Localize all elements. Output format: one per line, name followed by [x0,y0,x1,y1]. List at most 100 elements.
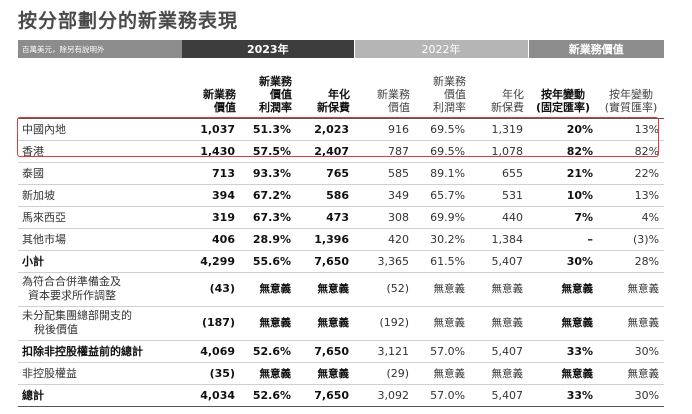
table-row: 泰國 713 93.3% 765 585 89.1% 655 21% 22% [18,162,665,185]
cell: 3,365 [354,249,415,273]
cell: 無意義 [528,272,599,307]
table-row: 為符合合併準備金及 資本要求所作調整 (43) 無意義 無意義 (52) 無意義 … [18,272,665,307]
cell: 57.5% [240,140,296,163]
cell: 7,650 [296,339,355,363]
cell: (43) [182,272,240,307]
cell: 3,092 [354,383,415,407]
cell: 30% [528,249,599,273]
row-label: 未分配集團總部開支的 稅後價值 [18,306,182,341]
cell: 67.2% [240,184,296,207]
header-blank [18,58,182,119]
cell: 65.7% [414,184,471,207]
cell: 21% [528,162,599,185]
cell: 89.1% [414,162,471,185]
table-row: 香港 1,430 57.5% 2,407 787 69.5% 1,078 82%… [18,140,665,163]
col-header: 新業務 價值 [354,58,415,119]
cell: 7% [528,206,599,229]
row-label: 其他市場 [18,228,182,251]
cell: 82% [528,140,599,163]
table-row-total-before-nci: 扣除非控股權益前的總計 4,069 52.6% 7,650 3,121 57.0… [18,339,665,363]
cell: 2,023 [296,118,355,141]
row-label: 香港 [18,140,182,163]
cell: 無意義 [528,306,599,341]
cell: 4% [598,206,665,229]
cell: 67.3% [240,206,296,229]
cell: 69.5% [414,140,471,163]
cell: 30.2% [414,228,471,251]
cell: 無意義 [470,362,529,385]
col-header: 年化 新保費 [470,58,529,119]
col-header: 按年變動 (實質匯率) [598,58,665,119]
col-header: 新業務 價值 利潤率 [240,58,296,119]
group-header-row: 百萬美元，除另有說明外 2023年 2022年 新業務價值 [18,40,665,58]
cell: 30% [598,339,665,363]
cell: 69.5% [414,118,471,141]
cell: (3)% [598,228,665,251]
cell: 30% [598,383,665,407]
table-row: 新加坡 394 67.2% 586 349 65.7% 531 10% 13% [18,184,665,207]
cell: 28.9% [240,228,296,251]
cell: 319 [182,206,240,229]
cell: 無意義 [598,272,665,307]
cell: 22% [598,162,665,185]
cell: 無意義 [598,306,665,341]
cell: 1,430 [182,140,240,163]
cell: 13% [598,118,665,141]
cell: (192) [354,306,415,341]
cell: 57.0% [414,383,471,407]
cell: 5,407 [470,339,529,363]
cell: 586 [296,184,355,207]
cell: – [528,228,599,251]
cell: 無意義 [296,362,355,385]
cell: 61.5% [414,249,471,273]
cell: 3,121 [354,339,415,363]
cell: 1,037 [182,118,240,141]
cell: 585 [354,162,415,185]
col-header: 年化 新保費 [296,58,355,119]
cell: 無意義 [414,306,471,341]
cell: 440 [470,206,529,229]
cell: 無意義 [414,362,471,385]
cell: 4,299 [182,249,240,273]
cell: 4,034 [182,383,240,407]
cell: 33% [528,339,599,363]
cell: 82% [598,140,665,163]
row-label: 為符合合併準備金及 資本要求所作調整 [18,272,182,307]
cell: (29) [354,362,415,385]
row-label: 非控股權益 [18,362,182,385]
cell: 20% [528,118,599,141]
table-row: 中國內地 1,037 51.3% 2,023 916 69.5% 1,319 2… [18,118,665,141]
table-row: 馬來西亞 319 67.3% 473 308 69.9% 440 7% 4% [18,206,665,229]
table-row: 其他市場 406 28.9% 1,396 420 30.2% 1,384 – (… [18,228,665,251]
cell: 69.9% [414,206,471,229]
col-header: 按年變動 (固定匯率) [528,58,599,119]
cell: 5,407 [470,249,529,273]
cell: 1,396 [296,228,355,251]
cell: 無意義 [240,306,296,341]
page-title: 按分部劃分的新業務表現 [18,10,239,32]
cell: 10% [528,184,599,207]
cell: 655 [470,162,529,185]
row-label: 中國內地 [18,118,182,141]
cell: 13% [598,184,665,207]
cell: 33% [528,383,599,407]
cell: 473 [296,206,355,229]
row-label: 馬來西亞 [18,206,182,229]
column-header-row: 新業務 價值 新業務 價值 利潤率 年化 新保費 新業務 價值 新業務 價值 利潤率 年化 新保… [18,58,665,119]
cell: 7,650 [296,249,355,273]
cell: 93.3% [240,162,296,185]
cell: 無意義 [598,362,665,385]
cell: 531 [470,184,529,207]
col-header: 新業務 價值 [182,58,240,119]
cell: (187) [182,306,240,341]
cell: 無意義 [240,362,296,385]
cell: 52.6% [240,339,296,363]
cell: 1,078 [470,140,529,163]
cell: (35) [182,362,240,385]
cell: 7,650 [296,383,355,407]
cell: 394 [182,184,240,207]
cell: 308 [354,206,415,229]
cell: 765 [296,162,355,185]
table-row: 非控股權益 (35) 無意義 無意義 (29) 無意義 無意義 無意義 無意義 [18,362,665,385]
cell: (52) [354,272,415,307]
